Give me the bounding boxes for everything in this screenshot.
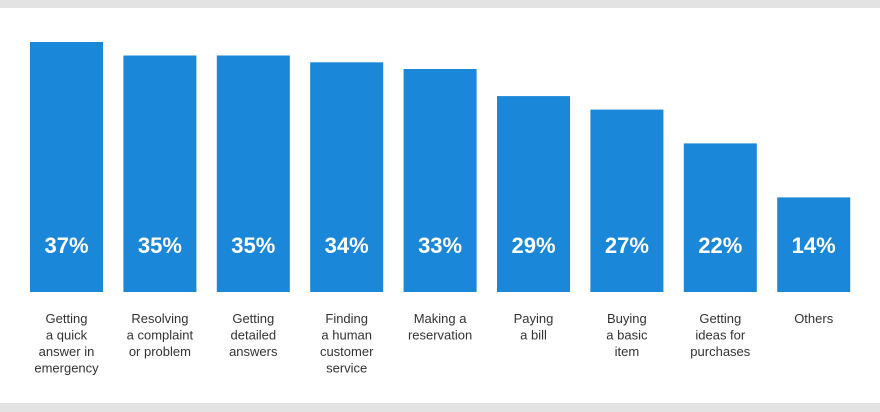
category-label-line: customer <box>320 344 374 359</box>
category-label-line: purchases <box>690 344 750 359</box>
bar-group: 14% Others <box>777 197 851 326</box>
category-label-line: Buying <box>607 311 647 326</box>
bar-group: 34% Finding a human customer service <box>310 62 384 376</box>
category-label-line: detailed <box>231 328 277 343</box>
category-label-line: Making a <box>414 311 468 326</box>
category-label-line: a complaint <box>127 328 194 343</box>
category-label-line: a human <box>321 328 372 343</box>
category-label: Others <box>794 311 834 326</box>
bar <box>123 55 197 292</box>
bottom-band <box>0 403 880 412</box>
bar <box>590 109 664 292</box>
category-label: Getting a quick answer in emergency <box>34 311 99 376</box>
bar-value-label: 29% <box>511 233 555 258</box>
category-label: Making a reservation <box>408 311 472 343</box>
bar-value-label: 35% <box>138 233 182 258</box>
category-label: Getting detailed answers <box>229 311 278 359</box>
category-label-line: or problem <box>129 344 191 359</box>
bar <box>683 143 757 292</box>
bar-group: 29% Paying a bill <box>497 96 570 343</box>
top-band <box>0 0 880 8</box>
category-label-line: ideas for <box>695 328 746 343</box>
bar-group: 27% Buying a basic item <box>590 109 664 359</box>
category-label-line: Finding <box>325 311 368 326</box>
category-label-line: service <box>326 361 367 376</box>
category-label-line: Paying <box>514 311 554 326</box>
category-label: Getting ideas for purchases <box>690 311 750 359</box>
category-label-line: answers <box>229 344 278 359</box>
category-label-line: Others <box>794 311 834 326</box>
bar-value-label: 22% <box>698 233 742 258</box>
category-label-line: Getting <box>232 311 274 326</box>
category-label-line: a quick <box>46 328 88 343</box>
bar-value-label: 35% <box>231 233 275 258</box>
bar <box>30 42 103 292</box>
bar <box>216 55 290 292</box>
category-label-line: emergency <box>34 361 99 376</box>
bar-group: 37% Getting a quick answer in emergency <box>30 42 103 376</box>
bar-group: 22% Getting ideas for purchases <box>683 143 757 359</box>
bar-group: 35% Getting detailed answers <box>216 55 290 359</box>
bar-group: 35% Resolving a complaint or problem <box>123 55 197 359</box>
category-label: Resolving a complaint or problem <box>127 311 194 359</box>
bar-value-label: 33% <box>418 233 462 258</box>
category-label-line: reservation <box>408 328 472 343</box>
category-label-line: item <box>615 344 640 359</box>
bar <box>777 197 851 292</box>
category-label: Buying a basic item <box>606 311 648 359</box>
bar <box>497 96 570 292</box>
category-label-line: a bill <box>520 328 547 343</box>
bar <box>403 69 477 292</box>
category-label-line: Getting <box>699 311 741 326</box>
bar-value-label: 14% <box>792 233 836 258</box>
bar-value-label: 27% <box>605 233 649 258</box>
bar-value-label: 37% <box>44 233 88 258</box>
bar-value-label: 34% <box>325 233 369 258</box>
category-label: Finding a human customer service <box>320 311 374 376</box>
bar-group: 33% Making a reservation <box>403 69 477 343</box>
bar <box>310 62 384 292</box>
category-label-line: Resolving <box>131 311 188 326</box>
category-label-line: a basic <box>606 328 648 343</box>
category-label-line: Getting <box>46 311 88 326</box>
category-label-line: answer in <box>39 344 95 359</box>
category-label: Paying a bill <box>514 311 554 343</box>
